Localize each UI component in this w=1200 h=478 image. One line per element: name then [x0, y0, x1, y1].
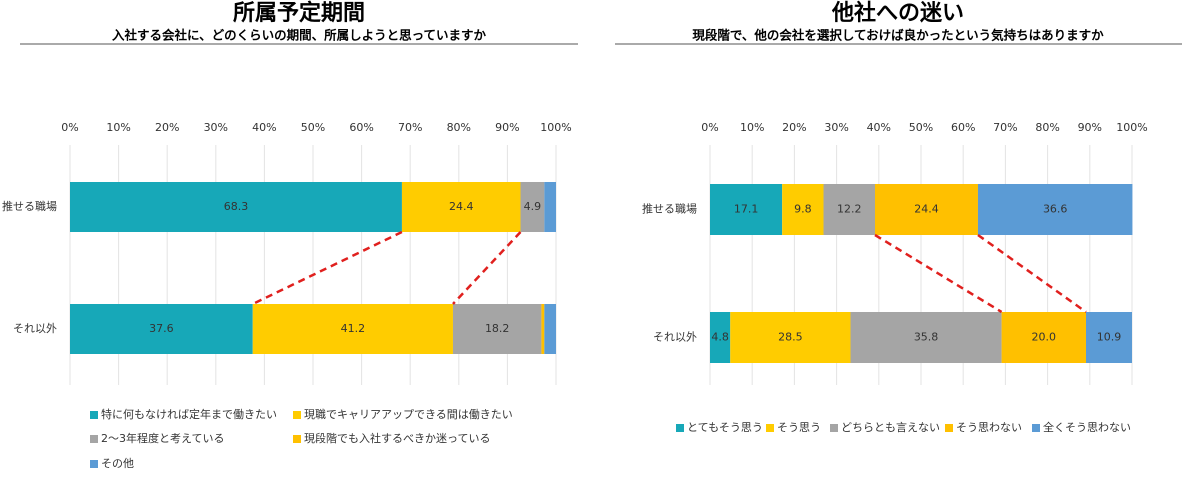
value-label: 68.3	[224, 200, 249, 213]
connector	[977, 233, 1087, 314]
value-label: 18.2	[485, 322, 510, 335]
bar-segment	[541, 304, 545, 354]
x-tick-label: 30%	[204, 121, 228, 134]
value-label: 35.8	[914, 331, 939, 344]
value-label: 37.6	[149, 322, 174, 335]
bar-segment	[452, 304, 542, 354]
bar-segment	[252, 304, 453, 354]
legend-swatch	[293, 435, 301, 443]
legend-swatch	[830, 424, 838, 432]
connector	[252, 230, 403, 306]
legend-swatch	[90, 460, 98, 468]
bar-segment	[782, 184, 824, 235]
x-tick-label: 20%	[782, 121, 806, 134]
value-label: 24.4	[449, 200, 474, 213]
value-label: 28.5	[778, 331, 803, 344]
value-label: 12.2	[837, 203, 862, 216]
bar-segment	[823, 184, 876, 235]
legend-label: その他	[101, 457, 134, 470]
bar-segment	[70, 182, 402, 232]
value-label: 10.9	[1097, 331, 1122, 344]
bar-segment	[875, 184, 978, 235]
legend-label: そう思う	[777, 421, 821, 434]
category-label: 推せる職場	[2, 199, 57, 213]
x-tick-label: 80%	[447, 121, 471, 134]
legend-label: 特に何もなければ定年まで働きたい	[101, 407, 277, 421]
value-label: 17.1	[734, 203, 759, 216]
x-tick-label: 50%	[301, 121, 325, 134]
value-label: 9.8	[794, 203, 812, 216]
legend-swatch	[90, 435, 98, 443]
legend-swatch	[766, 424, 774, 432]
x-tick-label: 20%	[155, 121, 179, 134]
value-label: 4.8	[711, 331, 729, 344]
bar-segment	[1001, 312, 1087, 363]
legend-label: 2～3年程度と考えている	[101, 431, 224, 445]
legend-label: 現職でキャリアアップできる間は働きたい	[304, 408, 513, 421]
value-label: 4.9	[524, 200, 542, 213]
bar-segment	[544, 182, 556, 232]
bar-segment	[70, 304, 253, 354]
x-tick-label: 100%	[540, 121, 571, 134]
chart-subtitle: 入社する会社に、どのくらいの期間、所属しようと思っていますか	[112, 28, 487, 43]
bar-segment	[977, 184, 1133, 235]
legend-label: とてもそう思う	[687, 421, 763, 434]
connector	[452, 231, 522, 305]
bar-segment	[710, 184, 783, 235]
chart-title: 他社への迷い	[831, 0, 964, 26]
bar-segment	[710, 312, 731, 363]
legend-swatch	[1032, 424, 1040, 432]
x-tick-label: 90%	[1078, 121, 1102, 134]
x-tick-label: 0%	[61, 121, 78, 134]
x-tick-label: 40%	[252, 121, 276, 134]
bar-segment	[401, 182, 521, 232]
legend-label: そう思わない	[956, 421, 1022, 434]
x-tick-label: 40%	[867, 121, 891, 134]
legend-swatch	[293, 411, 301, 419]
x-tick-label: 30%	[824, 121, 848, 134]
chart-title: 所属予定期間	[233, 0, 365, 26]
x-tick-label: 10%	[740, 121, 764, 134]
bar-segment	[544, 304, 556, 354]
x-tick-label: 60%	[349, 121, 373, 134]
value-label: 41.2	[341, 322, 366, 335]
value-label: 36.6	[1043, 203, 1068, 216]
bar-segment	[730, 312, 851, 363]
chart-subtitle: 現段階で、他の会社を選択しておけば良かったという気持ちはありますか	[692, 28, 1104, 43]
x-tick-label: 100%	[1116, 121, 1147, 134]
x-tick-label: 70%	[398, 121, 422, 134]
legend-swatch	[945, 424, 953, 432]
bar-segment	[520, 182, 545, 232]
category-label: それ以外	[13, 322, 57, 335]
connector	[874, 233, 1003, 314]
value-label: 20.0	[1032, 331, 1057, 344]
legend-label: 全くそう思わない	[1043, 420, 1131, 434]
x-tick-label: 60%	[951, 121, 975, 134]
bar-segment	[1086, 312, 1132, 363]
x-tick-label: 0%	[701, 121, 718, 134]
value-label: 24.4	[914, 203, 939, 216]
category-label: 推せる職場	[642, 202, 697, 216]
legend-label: 現段階でも入社するべきか迷っている	[304, 431, 490, 445]
x-tick-label: 80%	[1035, 121, 1059, 134]
legend-label: どちらとも言えない	[841, 421, 940, 434]
category-label: それ以外	[653, 331, 697, 344]
bar-segment	[850, 312, 1002, 363]
x-tick-label: 70%	[993, 121, 1017, 134]
x-tick-label: 90%	[495, 121, 519, 134]
legend-swatch	[90, 411, 98, 419]
legend-swatch	[676, 424, 684, 432]
x-tick-label: 10%	[106, 121, 130, 134]
x-tick-label: 50%	[909, 121, 933, 134]
